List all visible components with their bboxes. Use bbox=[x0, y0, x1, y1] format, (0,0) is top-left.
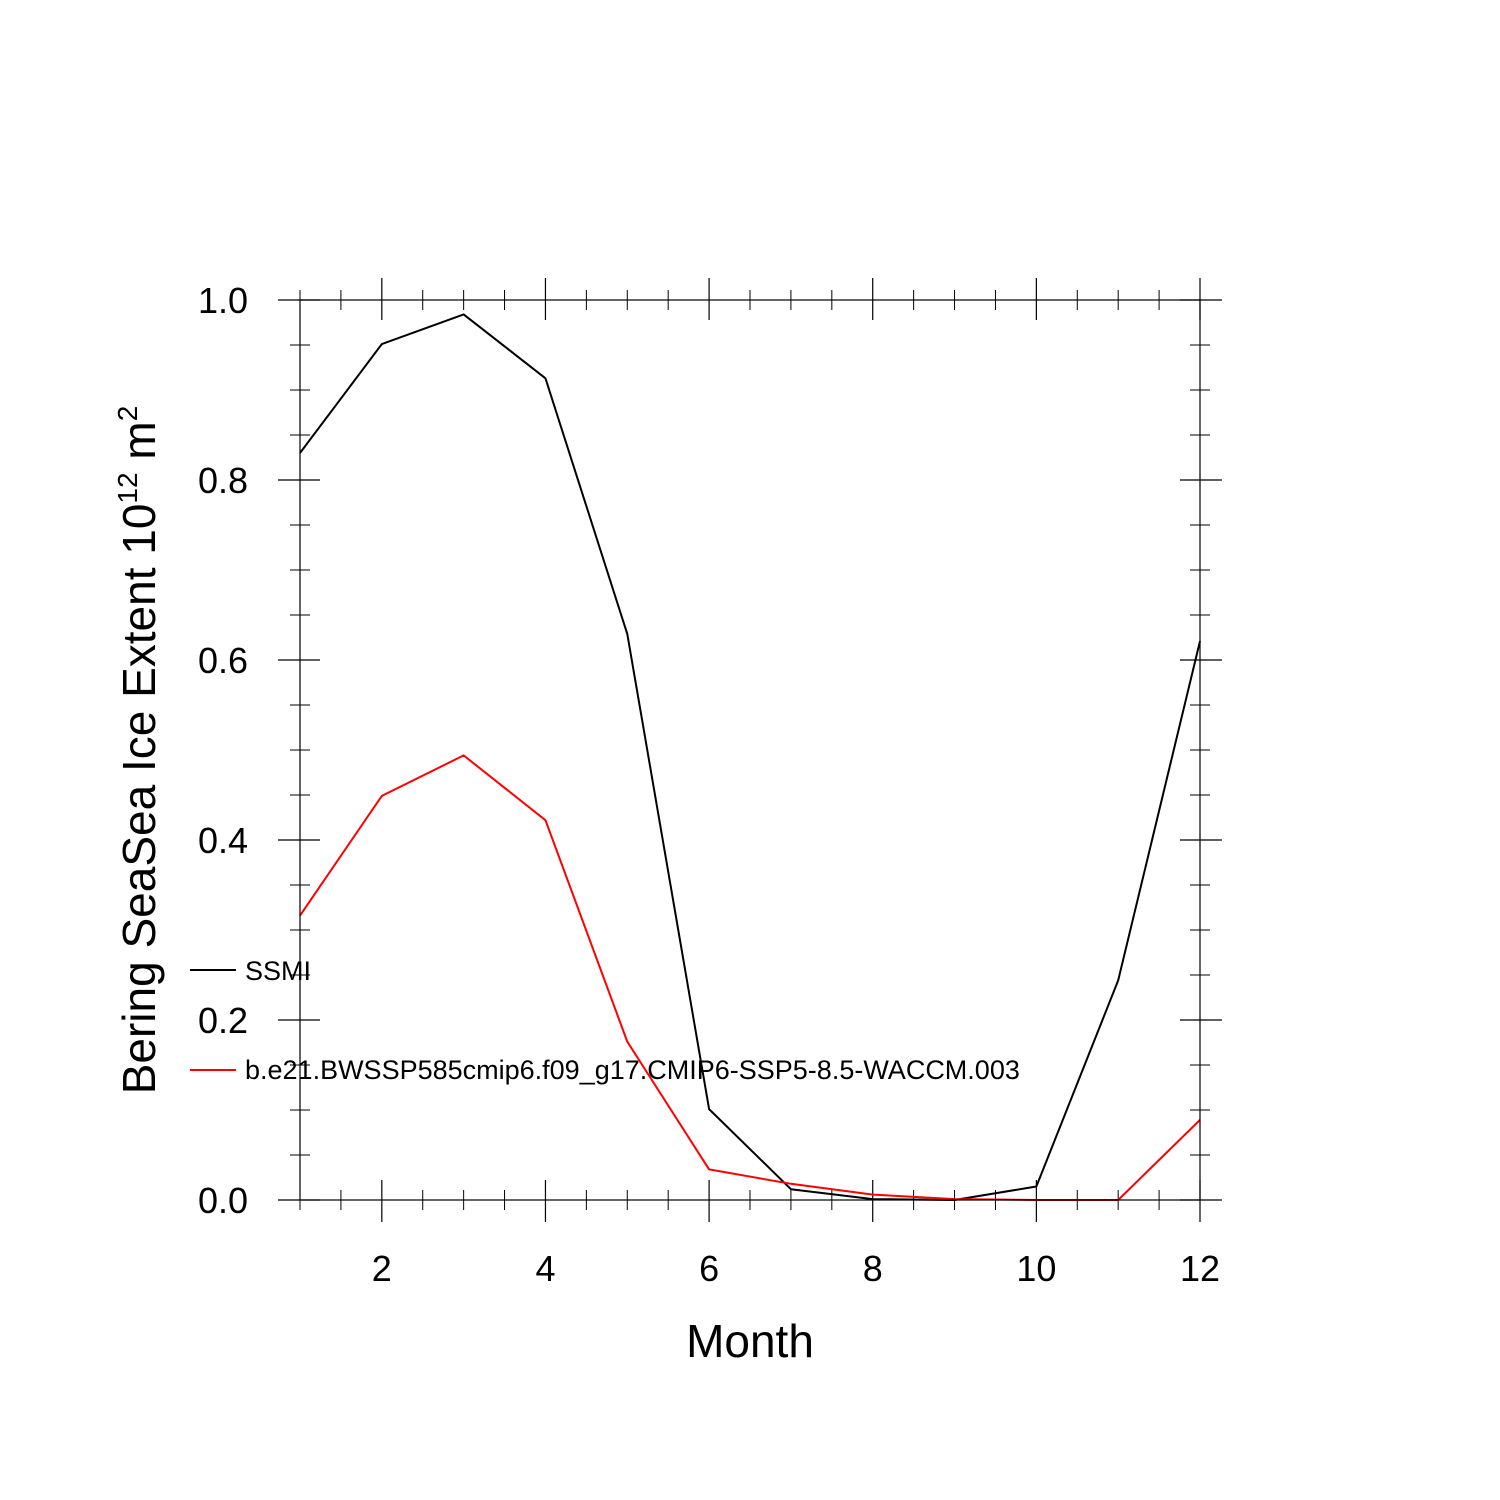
y-axis-title: Bering SeaSea Ice Extent 1012 m2 bbox=[112, 406, 165, 1095]
x-tick-label: 4 bbox=[535, 1248, 555, 1289]
y-tick-label: 0.0 bbox=[198, 1180, 248, 1221]
legend: SSMI b.e21.BWSSP585cmip6.f09_g17.CMIP6-S… bbox=[190, 956, 1020, 1085]
x-tick-label: 6 bbox=[699, 1248, 719, 1289]
x-axis-title: Month bbox=[686, 1315, 814, 1367]
series-line-ssmi bbox=[299, 313, 1201, 1201]
series-line-model bbox=[299, 754, 1201, 1201]
tick-labels: 2 4 6 8 10 12 0.0 0.2 0.4 0.6 0.8 1.0 bbox=[198, 280, 1220, 1289]
x-tick-label: 10 bbox=[1016, 1248, 1056, 1289]
legend-item-model: b.e21.BWSSP585cmip6.f09_g17.CMIP6-SSP5-8… bbox=[190, 1055, 1020, 1085]
y-tick-label: 0.4 bbox=[198, 820, 248, 861]
x-tick-label: 2 bbox=[372, 1248, 392, 1289]
y-tick-label: 0.8 bbox=[198, 460, 248, 501]
y-tick-label: 0.2 bbox=[198, 1000, 248, 1041]
y-tick-label: 1.0 bbox=[198, 280, 248, 321]
plot-frame bbox=[299, 299, 1201, 1201]
x-tick-label: 12 bbox=[1180, 1248, 1220, 1289]
legend-item-ssmi: SSMI bbox=[190, 956, 311, 986]
legend-label-model: b.e21.BWSSP585cmip6.f09_g17.CMIP6-SSP5-8… bbox=[245, 1055, 1020, 1085]
y-tick-label: 0.6 bbox=[198, 640, 248, 681]
legend-label-ssmi: SSMI bbox=[245, 956, 311, 986]
x-tick-label: 8 bbox=[863, 1248, 883, 1289]
